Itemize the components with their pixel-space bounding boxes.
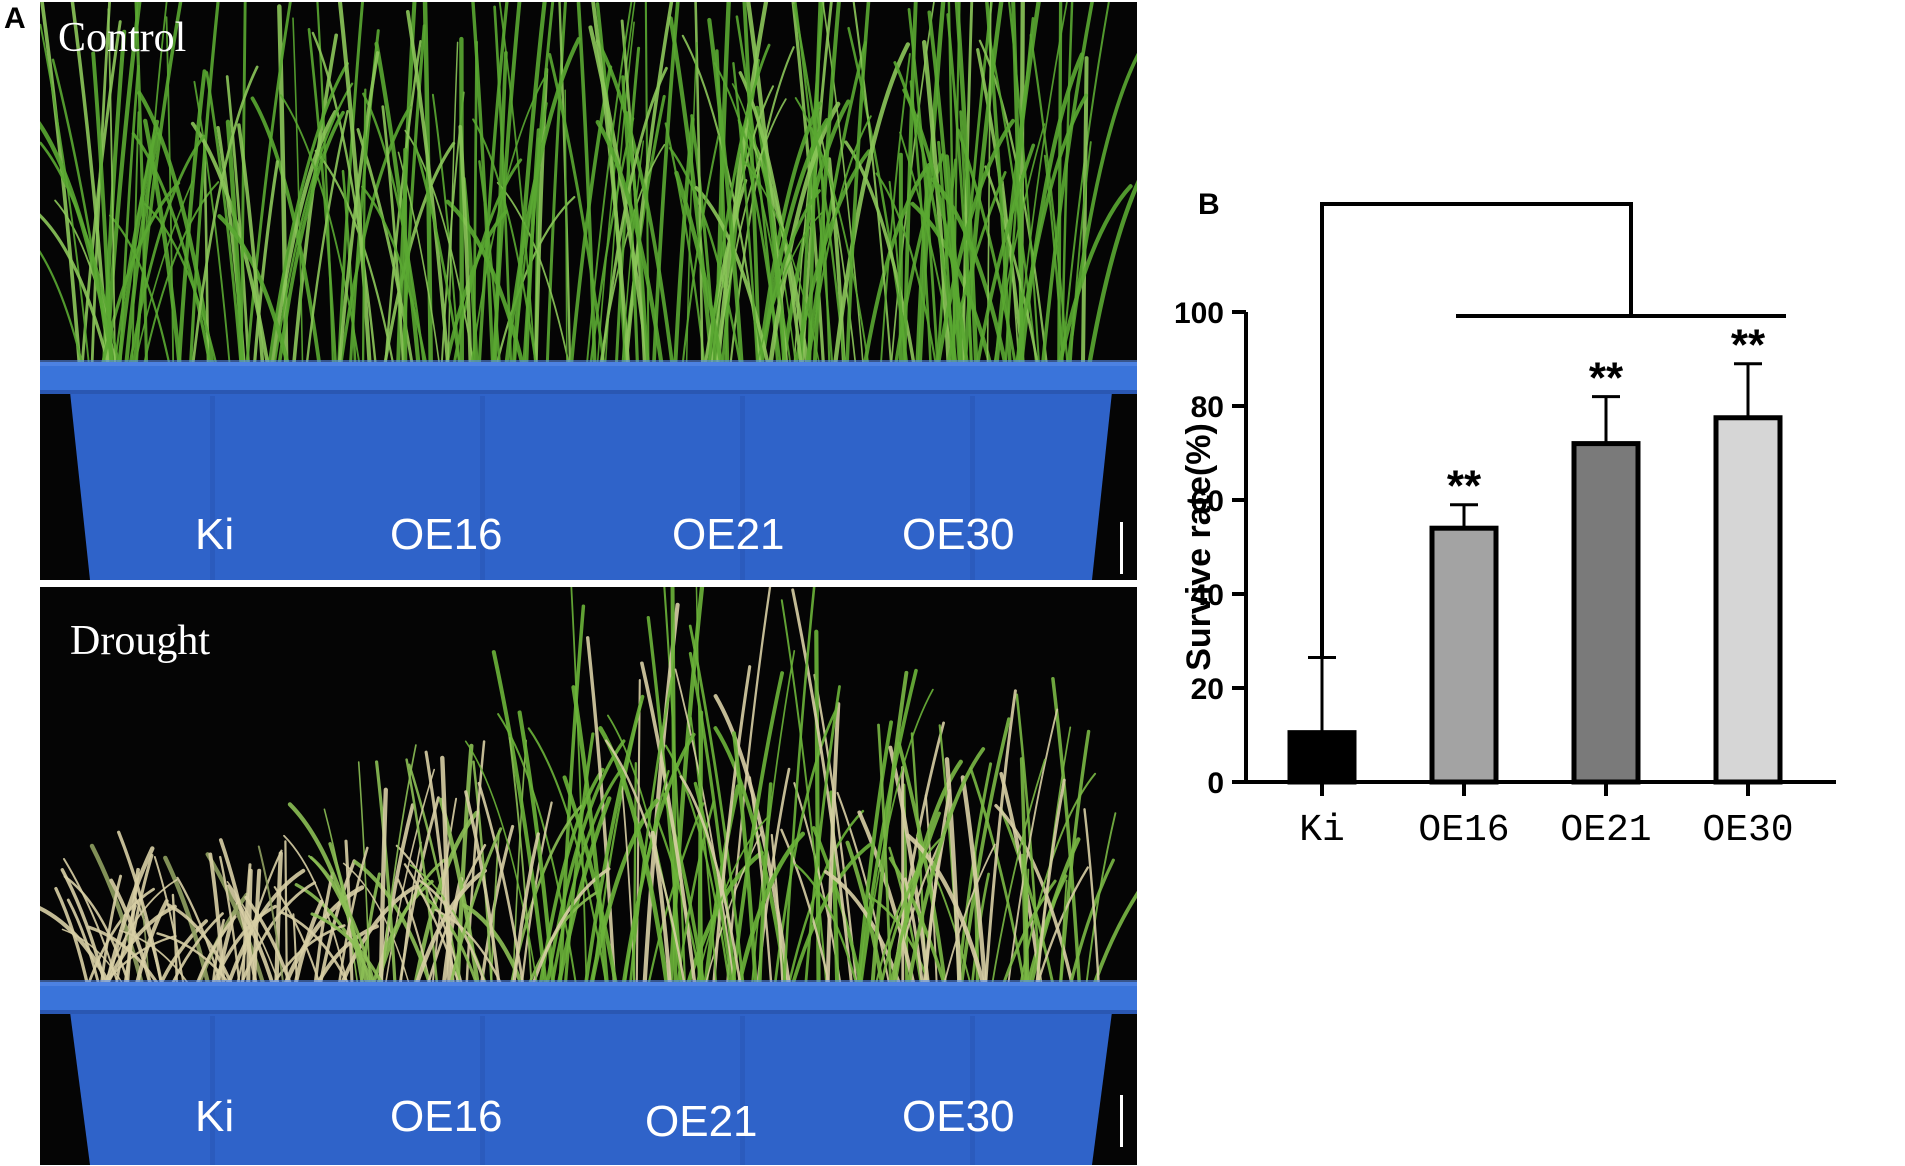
drought-photo-scene <box>40 587 1137 1165</box>
y-axis-title: Survive rate(%) <box>1180 423 1218 671</box>
significance-marker: ** <box>1731 321 1766 370</box>
control-photo-scene <box>40 2 1137 580</box>
plant-leaves <box>40 2 1137 375</box>
drought-label-ki: Ki <box>195 1092 235 1141</box>
y-tick-label: 100 <box>1174 297 1224 330</box>
significance-marker: ** <box>1589 354 1624 403</box>
drought-label-oe21: OE21 <box>645 1097 758 1146</box>
x-tick-label: OE30 <box>1702 809 1793 852</box>
y-tick-label: 20 <box>1191 673 1224 706</box>
control-label-oe21: OE21 <box>672 510 785 559</box>
bar-oe21 <box>1571 441 1641 785</box>
bar-oe30 <box>1713 415 1783 785</box>
panel-a-label: A <box>4 2 26 35</box>
control-condition-label: Control <box>58 15 187 61</box>
plant-tray <box>40 980 1137 1165</box>
control-label-oe30: OE30 <box>902 510 1015 559</box>
panel-b-label: B <box>1198 188 1220 221</box>
y-tick-label: 60 <box>1191 485 1224 518</box>
x-tick-label: OE21 <box>1560 809 1651 852</box>
control-label-oe16: OE16 <box>390 510 503 559</box>
plant-leaves <box>40 587 1137 995</box>
drought-photo: Drought Ki OE16 OE21 OE30 <box>40 587 1137 1165</box>
drought-label-oe30: OE30 <box>902 1092 1015 1141</box>
drought-label-oe16: OE16 <box>390 1092 503 1141</box>
y-tick-label: 80 <box>1191 391 1224 424</box>
bar-oe16 <box>1429 525 1499 785</box>
x-tick-label: Ki <box>1299 809 1345 852</box>
control-photo: Control Ki OE16 OE21 OE30 <box>40 2 1137 580</box>
y-tick-label: 40 <box>1191 579 1224 612</box>
drought-condition-label: Drought <box>70 618 210 664</box>
control-label-ki: Ki <box>195 510 235 559</box>
control-scale-bar <box>1120 522 1123 574</box>
bar-ki <box>1287 730 1357 785</box>
drought-scale-bar <box>1120 1095 1123 1147</box>
significance-marker: ** <box>1447 462 1482 511</box>
comparison-bracket <box>1320 202 1786 658</box>
y-tick-label: 0 <box>1207 767 1224 800</box>
survival-bar-chart: 0 20 40 60 80 100 Survive rate(%) Ki ** OE16 ** OE2… <box>1174 202 1836 852</box>
plant-tray <box>40 360 1137 580</box>
x-tick-label: OE16 <box>1418 809 1509 852</box>
